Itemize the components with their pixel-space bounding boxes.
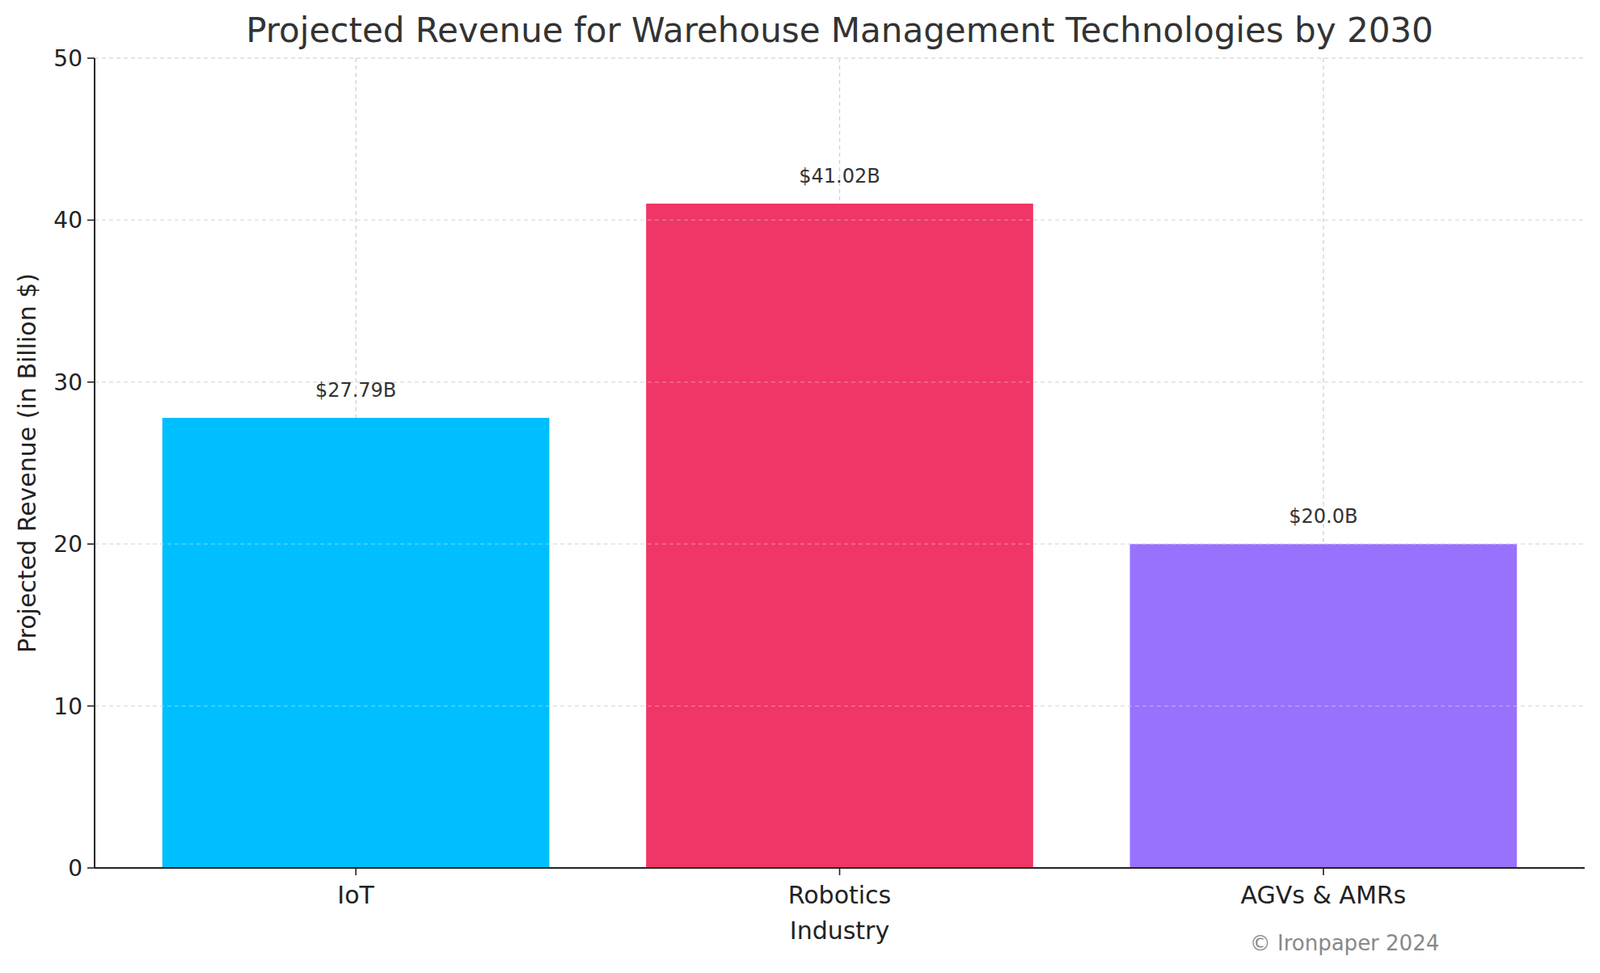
y-tick: [87, 381, 95, 384]
y-tick: [87, 543, 95, 545]
y-tick-label: 10: [53, 693, 83, 721]
bar: [645, 203, 1034, 869]
x-tick: [354, 868, 357, 876]
y-grid-line: [94, 57, 1585, 59]
annotation: © Ironpaper 2024: [1249, 931, 1440, 956]
y-axis-label: Projected Revenue (in Billion $): [12, 273, 42, 654]
y-tick: [87, 867, 95, 870]
y-tick-label: 50: [53, 45, 83, 72]
y-grid-line: [94, 544, 1585, 545]
x-tick-label: Robotics: [788, 881, 891, 910]
y-axis-line: [93, 58, 96, 869]
y-tick: [87, 705, 95, 708]
y-tick: [87, 219, 95, 222]
x-tick: [839, 868, 841, 876]
y-grid-line: [94, 705, 1585, 707]
y-tick-label: 40: [53, 206, 83, 234]
y-tick-label: 20: [53, 531, 83, 558]
x-tick: [1322, 868, 1325, 876]
y-tick-label: 0: [67, 855, 83, 883]
x-tick-label: IoT: [337, 881, 375, 910]
title: Projected Revenue for Warehouse Manageme…: [245, 10, 1434, 51]
x-tick-label: AGVs & AMRs: [1241, 881, 1407, 910]
y-grid-line: [94, 219, 1585, 221]
data-label: $20.0B: [1288, 505, 1358, 528]
y-grid-line: [94, 57, 1585, 59]
y-tick-label: 30: [53, 369, 83, 397]
y-tick: [87, 57, 95, 60]
y-grid-line: [94, 219, 1585, 221]
chart: $27.79B $41.02B $20.0B 0 10 20 30 40 50 IoT Roboti…: [0, 0, 1600, 973]
data-label: $41.02B: [798, 164, 880, 188]
data-label: $27.79B: [315, 379, 397, 402]
bars: [162, 203, 1517, 869]
bar: [162, 417, 550, 869]
x-axis-label: Industry: [789, 916, 890, 946]
